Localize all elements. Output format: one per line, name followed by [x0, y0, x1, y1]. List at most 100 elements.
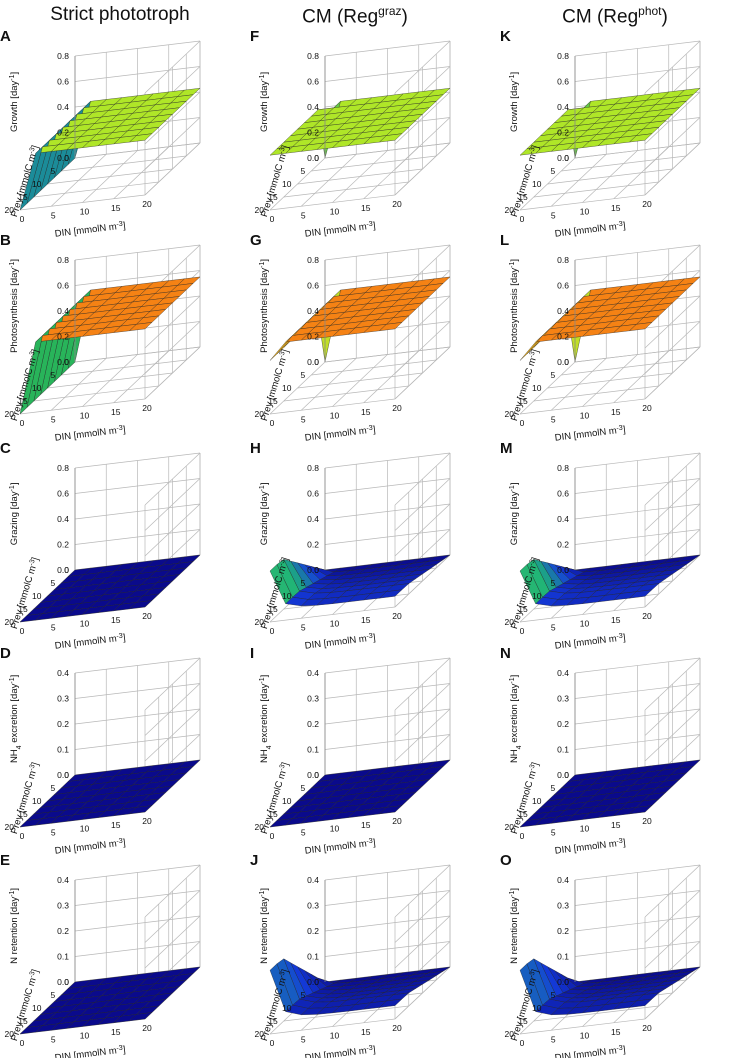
- panel-N: N 0.0 0.1 0.2 0.3 0.4 20 15 10 5 0 0 5 10 15 20 NH4 excr…: [500, 645, 743, 857]
- din-tick-label: 5: [51, 1034, 56, 1044]
- z-tick-label: 0.4: [57, 668, 69, 678]
- din-tick-label: 20: [142, 403, 152, 413]
- panel-letter: C: [0, 440, 11, 457]
- din-tick-label: 15: [361, 203, 371, 213]
- surface-cell: [19, 1025, 44, 1035]
- panel-letter: E: [0, 852, 11, 869]
- din-tick-label: 0: [520, 214, 525, 224]
- gridline: [19, 194, 146, 211]
- panel-I: I 0.0 0.1 0.2 0.3 0.4 20 15 10 5 0 0 5 10 15 20 NH4 excr…: [250, 645, 495, 857]
- surface-cell: [269, 564, 293, 604]
- din-tick-label: 10: [80, 619, 90, 629]
- z-tick-label: 0.8: [57, 463, 69, 473]
- din-tick-label: 10: [330, 1031, 340, 1041]
- prey-tick-label: 0: [564, 153, 569, 163]
- prey-tick-label: 10: [532, 591, 542, 601]
- surface-cell: [19, 146, 43, 211]
- din-tick-label: 0: [270, 831, 275, 841]
- din-tick-label: 20: [642, 1023, 652, 1033]
- z-axis-label: Growth [day-1]: [259, 72, 271, 132]
- z-tick-label: 0.4: [557, 514, 569, 524]
- din-tick-label: 10: [580, 207, 590, 217]
- z-axis-label: Growth [day-1]: [9, 72, 21, 132]
- din-tick-label: 20: [392, 1023, 402, 1033]
- z-axis-label: Grazing [day-1]: [9, 483, 21, 546]
- gridline: [144, 346, 201, 400]
- z-tick-label: 0.4: [57, 875, 69, 885]
- panel-letter: M: [500, 440, 513, 457]
- din-tick-label: 10: [580, 1031, 590, 1041]
- prey-tick-label: 15: [268, 396, 278, 406]
- din-tick-label: 10: [80, 824, 90, 834]
- panel-C: C 0.0 0.2 0.4 0.6 0.8 20 15 10 5 0 0 5 10 15 20 Grazing …: [0, 440, 245, 652]
- z-tick-label: 0.6: [557, 281, 569, 291]
- gridline: [33, 181, 159, 198]
- z-tick-label: 0.4: [557, 668, 569, 678]
- gridline: [47, 372, 173, 389]
- din-tick-label: 15: [111, 407, 121, 417]
- surface: [269, 87, 451, 159]
- prey-tick-label: 10: [32, 796, 42, 806]
- gridline: [363, 146, 419, 200]
- prey-tick-label: 20: [255, 409, 265, 419]
- z-tick-label: 0.4: [307, 875, 319, 885]
- prey-tick-label: 10: [532, 796, 542, 806]
- prey-tick-label: 5: [551, 166, 556, 176]
- prey-tick-label: 10: [282, 1003, 292, 1013]
- prey-tick-label: 20: [505, 409, 515, 419]
- surface: [269, 276, 451, 363]
- z-tick-label: 0.3: [57, 694, 69, 704]
- z-tick-label: 0.4: [557, 102, 569, 112]
- din-tick-label: 5: [551, 414, 556, 424]
- din-tick-label: 20: [142, 611, 152, 621]
- surface: [269, 759, 451, 828]
- panel-letter: N: [500, 645, 511, 662]
- surface-cell: [519, 335, 543, 361]
- prey-tick-label: 20: [255, 205, 265, 215]
- z-tick-label: 0.6: [57, 77, 69, 87]
- din-tick-label: 0: [520, 626, 525, 636]
- gridline: [644, 966, 701, 1020]
- gridline: [113, 146, 169, 200]
- column-title-strict-phototroph: Strict phototroph: [50, 4, 190, 25]
- gridline: [297, 168, 423, 185]
- prey-tick-label: 10: [532, 1003, 542, 1013]
- prey-tick-label: 0: [564, 565, 569, 575]
- z-tick-label: 0.8: [557, 463, 569, 473]
- surface: [19, 276, 201, 415]
- surface-cell: [269, 818, 294, 828]
- din-tick-label: 5: [301, 414, 306, 424]
- surface-cell: [519, 963, 543, 1012]
- z-tick-label: 0.8: [557, 255, 569, 265]
- panel-H: H 0.0 0.2 0.4 0.6 0.8 20 15 10 5 0 0 5 10 15 20 Grazing …: [250, 440, 495, 652]
- z-tick-label: 0.4: [307, 668, 319, 678]
- surface-cell: [519, 146, 544, 156]
- z-tick-label: 0.4: [57, 306, 69, 316]
- z-tick-label: 0.4: [307, 514, 319, 524]
- din-tick-label: 15: [611, 407, 621, 417]
- din-tick-label: 5: [301, 827, 306, 837]
- z-axis-label: N retention [day-1]: [9, 888, 21, 964]
- gridline: [269, 398, 396, 415]
- din-tick-label: 0: [20, 418, 25, 428]
- z-tick-label: 0.8: [307, 463, 319, 473]
- gridline: [644, 554, 701, 608]
- panel-letter: K: [500, 28, 511, 45]
- prey-tick-label: 5: [301, 783, 306, 793]
- din-tick-label: 20: [642, 403, 652, 413]
- din-tick-label: 10: [580, 824, 590, 834]
- din-tick-label: 15: [361, 407, 371, 417]
- z-axis-label: Grazing [day-1]: [509, 483, 521, 546]
- z-tick-label: 0.0: [557, 153, 569, 163]
- prey-tick-label: 0: [64, 565, 69, 575]
- gridline: [269, 1018, 396, 1035]
- z-tick-label: 0.2: [557, 719, 569, 729]
- prey-tick-label: 15: [268, 604, 278, 614]
- gridline: [644, 142, 701, 196]
- prey-tick-label: 5: [51, 990, 56, 1000]
